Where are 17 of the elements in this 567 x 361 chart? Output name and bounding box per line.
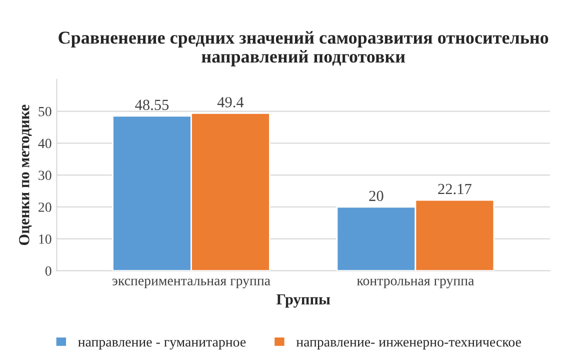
data-label: 22.17: [438, 184, 472, 194]
y-tick-label: 0: [45, 266, 52, 276]
x-tick-label: экспериментальная группа: [112, 278, 270, 288]
y-tick-label: 50: [38, 106, 52, 116]
y-tick-label: 30: [38, 170, 52, 180]
y-tick-label: 40: [38, 138, 52, 148]
data-label: 20: [369, 190, 384, 202]
legend-label: направление - гуманитарное: [78, 340, 246, 350]
data-label: 49.4: [217, 97, 244, 108]
chart-title: Сравненение средних значений саморазвития относительно направлений подготовки: [58, 31, 548, 66]
data-label: 48.55: [135, 100, 169, 110]
x-axis-title: Группы: [276, 294, 330, 308]
y-tick-label: 10: [39, 234, 52, 244]
x-tick-label: контрольная группа: [356, 278, 474, 288]
y-tick-label: 20: [38, 202, 52, 212]
legend-label: направление- инженерно-техническое: [296, 340, 521, 350]
y-axis-title: Оценки по методике: [19, 104, 32, 246]
